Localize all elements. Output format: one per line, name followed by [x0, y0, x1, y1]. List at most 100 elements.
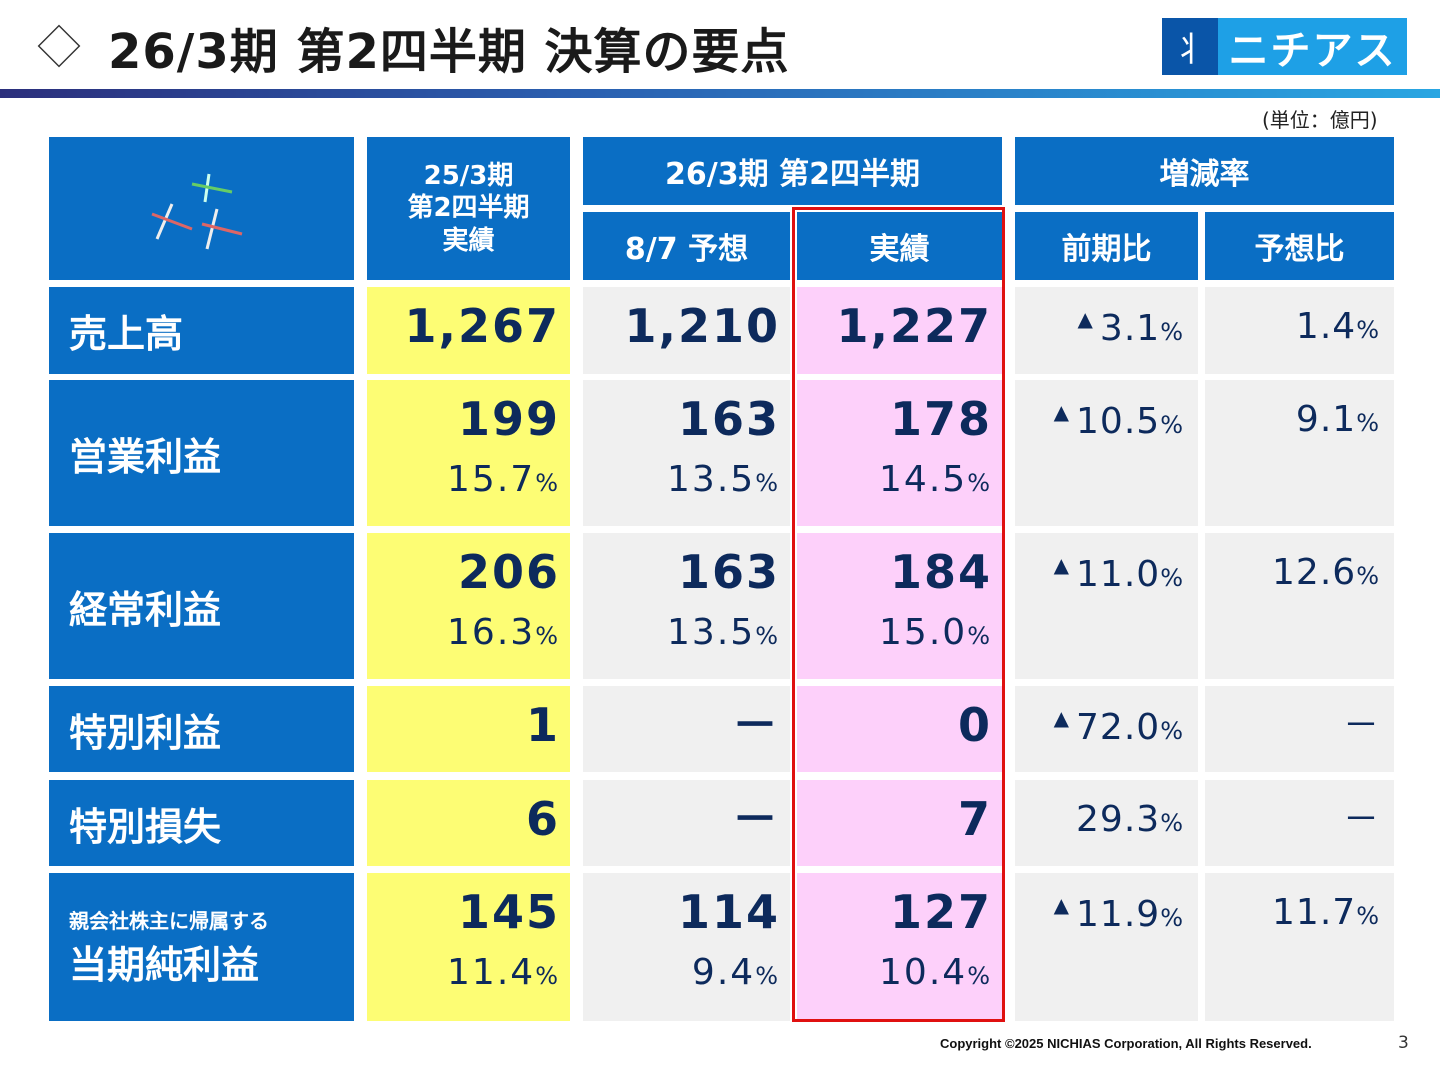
value-forecast: － — [732, 792, 780, 846]
page-title: 26/3期 第2四半期 決算の要点 — [108, 24, 790, 80]
header-change-rate: 増減率 — [1015, 137, 1394, 205]
row-sublabel: 親会社株主に帰属する — [69, 909, 269, 933]
page-number: 3 — [1398, 1033, 1409, 1053]
change-value: 10.5 — [1076, 401, 1161, 442]
cell-vsf: 11.7% — [1205, 873, 1394, 1021]
value-forecast: 114 — [677, 885, 780, 939]
value-prev: 1 — [525, 698, 560, 752]
change-value: 9.1 — [1295, 399, 1357, 440]
change-value: 11.7 — [1272, 892, 1357, 933]
margin-prev: 11.4% — [447, 952, 560, 993]
cell-actual: 184 15.0% — [797, 533, 1002, 679]
row-label-text: 特別利益 — [69, 710, 222, 755]
cell-forecast: 1,210 — [583, 287, 790, 374]
header-divider — [0, 89, 1440, 98]
value-actual: 1,227 — [836, 299, 992, 353]
value-actual: 7 — [957, 792, 992, 846]
change-value: 29.3 — [1076, 799, 1161, 840]
cell-prev: 1 — [367, 686, 570, 772]
change-value: 3.1 — [1099, 308, 1161, 349]
value-forecast: － — [732, 698, 780, 752]
cell-yoy: ▲ 72.0% — [1015, 686, 1198, 772]
row-label: 特別利益 — [49, 686, 354, 772]
margin-forecast: 13.5% — [667, 612, 780, 653]
cell-vsf: 1.4% — [1205, 287, 1394, 374]
cell-prev: 6 — [367, 780, 570, 866]
decrease-triangle-icon: ▲ — [1077, 307, 1094, 331]
dragonfly-icon: ⺦ — [1162, 18, 1218, 75]
margin-actual: 14.5% — [879, 459, 992, 500]
cell-yoy: ▲ 10.5% — [1015, 380, 1198, 526]
header-yoy: 前期比 — [1015, 212, 1198, 280]
decrease-triangle-icon: ▲ — [1053, 553, 1071, 577]
margin-actual: 10.4% — [879, 952, 992, 993]
cell-yoy: ▲ 3.1% — [1015, 287, 1198, 374]
header-current-period: 26/3期 第2四半期 — [583, 137, 1002, 205]
copyright: Copyright ©2025 NICHIAS Corporation, All… — [940, 1036, 1312, 1051]
diamond-icon — [37, 24, 81, 68]
row-label-text: 経常利益 — [69, 587, 222, 632]
value-prev: 199 — [457, 392, 560, 446]
highlight-frame — [792, 207, 1005, 1022]
value-actual: 0 — [957, 698, 992, 752]
margin-prev: 16.3% — [447, 612, 560, 653]
row-label: 売上高 — [49, 287, 354, 374]
header-prev-actual: 25/3期 第2四半期 実績 — [367, 137, 570, 280]
margin-forecast: 9.4% — [691, 952, 780, 993]
row-label: 親会社株主に帰属する当期純利益 — [49, 873, 354, 1021]
cell-prev: 1,267 — [367, 287, 570, 374]
cell-vsf: 9.1% — [1205, 380, 1394, 526]
cell-prev: 206 16.3% — [367, 533, 570, 679]
decrease-triangle-icon: ▲ — [1053, 893, 1071, 917]
cell-yoy: ▲ 11.0% — [1015, 533, 1198, 679]
value-forecast: 163 — [677, 545, 780, 599]
margin-actual: 15.0% — [879, 612, 992, 653]
cell-prev: 145 11.4% — [367, 873, 570, 1021]
decrease-triangle-icon: ▲ — [1053, 706, 1071, 730]
change-value: 11.0 — [1076, 554, 1161, 595]
cell-actual: 0 — [797, 686, 1002, 772]
row-label-text: 売上高 — [69, 312, 184, 356]
cell-prev: 199 15.7% — [367, 380, 570, 526]
change-value: 11.9 — [1076, 894, 1161, 935]
row-label-text: 特別損失 — [69, 804, 222, 849]
change-value: － — [1342, 799, 1380, 840]
nichias-logo: ⺦ ニチアス — [1162, 18, 1407, 75]
value-prev: 145 — [457, 885, 560, 939]
logo-text: ニチアス — [1228, 27, 1397, 74]
value-forecast: 163 — [677, 392, 780, 446]
cell-actual: 127 10.4% — [797, 873, 1002, 1021]
cell-forecast: 163 13.5% — [583, 533, 790, 679]
cell-forecast: － — [583, 686, 790, 772]
cell-actual: 7 — [797, 780, 1002, 866]
row-label: 特別損失 — [49, 780, 354, 866]
cell-vsf: － — [1205, 686, 1394, 772]
change-value: 72.0 — [1076, 707, 1161, 748]
cell-yoy: ▲ 11.9% — [1015, 873, 1198, 1021]
header-forecast: 8/7 予想 — [583, 212, 790, 280]
row-label-text: 当期純利益 — [69, 943, 260, 987]
value-actual: 127 — [889, 885, 992, 939]
change-value: 12.6 — [1272, 552, 1357, 593]
cell-forecast: － — [583, 780, 790, 866]
change-value: － — [1342, 705, 1380, 746]
cell-actual: 1,227 — [797, 287, 1002, 374]
row-label: 営業利益 — [49, 380, 354, 526]
cell-forecast: 114 9.4% — [583, 873, 790, 1021]
value-prev: 206 — [457, 545, 560, 599]
margin-prev: 15.7% — [447, 459, 560, 500]
value-forecast: 1,210 — [624, 299, 780, 353]
cell-vsf: － — [1205, 780, 1394, 866]
margin-forecast: 13.5% — [667, 459, 780, 500]
value-actual: 178 — [889, 392, 992, 446]
value-actual: 184 — [889, 545, 992, 599]
decrease-triangle-icon: ▲ — [1053, 400, 1071, 424]
value-prev: 6 — [525, 792, 560, 846]
change-value: 1.4 — [1295, 306, 1357, 347]
cell-yoy: 29.3% — [1015, 780, 1198, 866]
cell-vsf: 12.6% — [1205, 533, 1394, 679]
cell-actual: 178 14.5% — [797, 380, 1002, 526]
row-label: 経常利益 — [49, 533, 354, 679]
dragonfly-icon — [49, 137, 354, 280]
cell-forecast: 163 13.5% — [583, 380, 790, 526]
